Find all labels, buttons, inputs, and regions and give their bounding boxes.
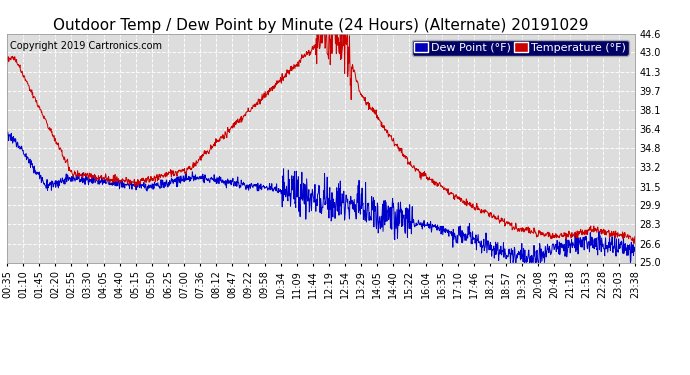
Dew Point (°F) xyxy=(213,178,221,183)
Temperature (°F) xyxy=(313,32,322,36)
Line: Dew Point (°F): Dew Point (°F) xyxy=(7,132,635,262)
Title: Outdoor Temp / Dew Point by Minute (24 Hours) (Alternate) 20191029: Outdoor Temp / Dew Point by Minute (24 H… xyxy=(53,18,589,33)
Temperature (°F) xyxy=(3,56,11,60)
Temperature (°F) xyxy=(501,224,509,228)
Dew Point (°F) xyxy=(143,189,151,193)
Legend: Dew Point (°F), Temperature (°F): Dew Point (°F), Temperature (°F) xyxy=(412,39,629,56)
Line: Temperature (°F): Temperature (°F) xyxy=(7,34,635,243)
Text: Copyright 2019 Cartronics.com: Copyright 2019 Cartronics.com xyxy=(10,40,162,51)
Temperature (°F) xyxy=(419,174,427,178)
Dew Point (°F) xyxy=(3,133,11,137)
Dew Point (°F) xyxy=(3,130,12,134)
Dew Point (°F) xyxy=(631,249,639,254)
Temperature (°F) xyxy=(213,138,221,142)
Temperature (°F) xyxy=(630,241,638,246)
Temperature (°F) xyxy=(556,233,564,237)
Dew Point (°F) xyxy=(506,260,515,265)
Dew Point (°F) xyxy=(419,220,427,225)
Temperature (°F) xyxy=(127,180,135,185)
Dew Point (°F) xyxy=(128,187,136,191)
Dew Point (°F) xyxy=(501,250,509,255)
Temperature (°F) xyxy=(631,234,639,239)
Temperature (°F) xyxy=(142,177,150,181)
Dew Point (°F) xyxy=(557,241,565,246)
